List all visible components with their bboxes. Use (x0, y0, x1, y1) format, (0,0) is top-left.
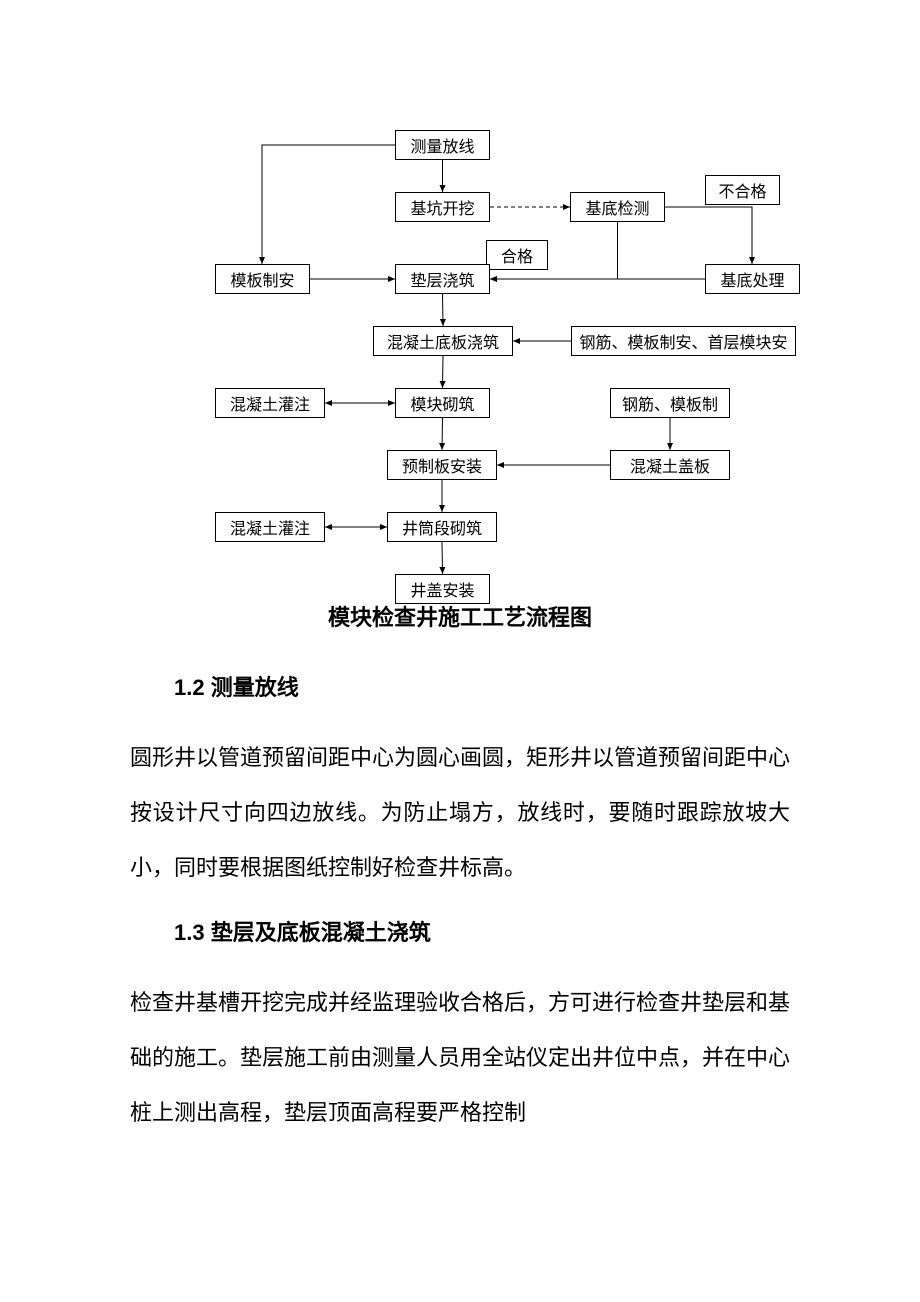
flowchart-node: 合格 (486, 240, 548, 270)
flowchart-node: 模块砌筑 (395, 388, 490, 418)
flowchart-node: 混凝土灌注 (215, 512, 325, 542)
flowchart-node: 井筒段砌筑 (387, 512, 497, 542)
flowchart-node: 钢筋、模板制 (610, 388, 730, 418)
flowchart-node: 垫层浇筑 (395, 264, 490, 294)
flowchart-node: 预制板安装 (387, 450, 497, 480)
flowchart-node: 模板制安 (215, 264, 310, 294)
flowchart-node: 混凝土盖板 (610, 450, 730, 480)
flowchart-node: 钢筋、模板制安、首层模块安 (571, 326, 796, 356)
flowchart-caption: 模块检查井施工工艺流程图 (0, 600, 920, 632)
flowchart-node: 混凝土底板浇筑 (373, 326, 513, 356)
flowchart-node: 基底检测 (570, 192, 665, 222)
section-heading-1-2: 1.2 测量放线 (130, 670, 790, 702)
flowchart-node: 基底处理 (705, 264, 800, 294)
document-content: 1.2 测量放线 圆形井以管道预留间距中心为圆心画圆，矩形井以管道预留间距中心按… (130, 670, 790, 1160)
section-para-1-2: 圆形井以管道预留间距中心为圆心画圆，矩形井以管道预留间距中心按设计尺寸向四边放线… (130, 730, 790, 895)
flowchart-node: 混凝土灌注 (215, 388, 325, 418)
flowchart-node: 不合格 (705, 175, 780, 205)
flowchart-container: 测量放线基坑开挖基底检测不合格合格基底处理模板制安垫层浇筑混凝土底板浇筑钢筋、模… (0, 130, 920, 610)
flowchart-node: 测量放线 (395, 130, 490, 160)
section-para-1-3: 检查井基槽开挖完成并经监理验收合格后，方可进行检查井垫层和基础的施工。垫层施工前… (130, 975, 790, 1140)
section-heading-1-3: 1.3 垫层及底板混凝土浇筑 (130, 915, 790, 947)
flowchart-node: 基坑开挖 (395, 192, 490, 222)
